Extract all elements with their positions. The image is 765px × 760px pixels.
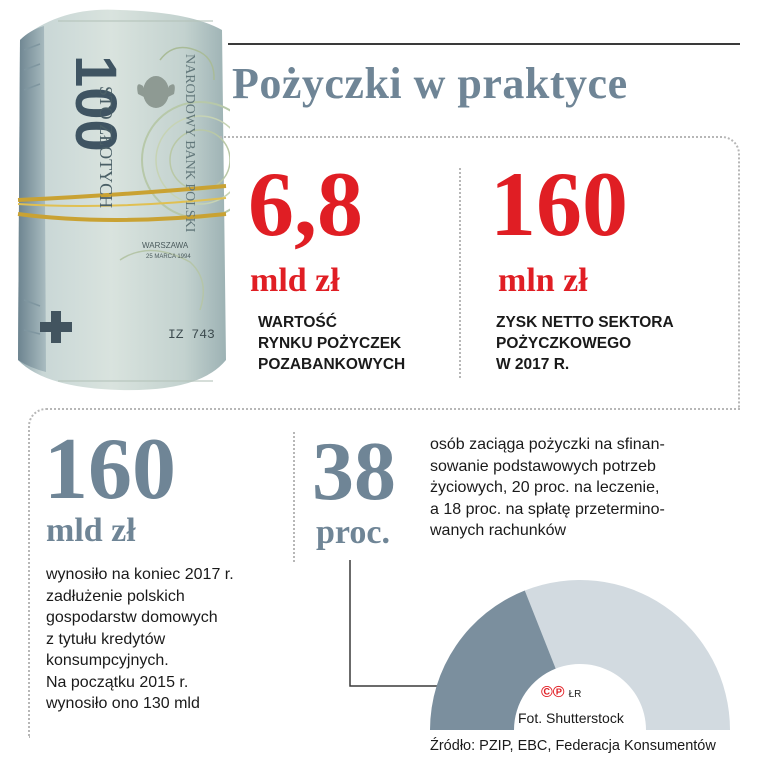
gauge-remaining-segment: [525, 580, 730, 730]
copyright-icon: ©℗: [541, 684, 565, 701]
copyright-icons: ©℗ ŁR: [541, 684, 581, 702]
photo-credit: Fot. Shutterstock: [518, 710, 624, 726]
author-mark: ŁR: [569, 689, 582, 700]
source-note: Źródło: PZIP, EBC, Federacja Konsumentów: [430, 738, 716, 754]
